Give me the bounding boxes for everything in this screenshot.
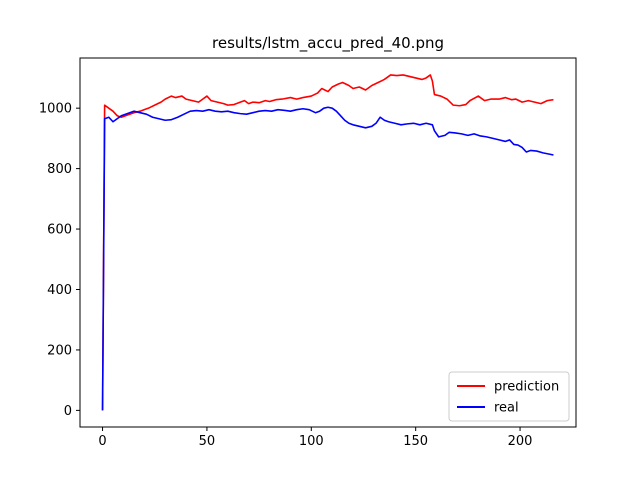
plot-frame: [79, 57, 577, 428]
plot-series-layer: [101, 74, 554, 411]
x-tick-label: 0: [98, 434, 106, 449]
series-line-prediction: [101, 74, 554, 411]
legend: prediction real: [448, 371, 570, 422]
series-line-real: [101, 106, 554, 411]
x-tick-label: 50: [199, 434, 216, 449]
y-tick-label: 0: [64, 404, 72, 419]
y-tick-label: 800: [47, 162, 72, 177]
y-tick-label: 200: [47, 343, 72, 358]
chart-title: results/lstm_accu_pred_40.png: [212, 34, 444, 53]
legend-label-real: real: [494, 401, 519, 416]
x-tick-label: 100: [299, 434, 324, 449]
legend-box: [448, 371, 570, 422]
axes-layer: 0 50 100 150 200 0 200 400 600 800 1000: [39, 102, 533, 449]
legend-label-prediction: prediction: [494, 380, 559, 395]
y-tick-label: 600: [47, 223, 72, 238]
y-tick-label: 1000: [39, 102, 72, 117]
x-tick-label: 200: [508, 434, 533, 449]
y-tick-label: 400: [47, 283, 72, 298]
x-tick-label: 150: [403, 434, 428, 449]
